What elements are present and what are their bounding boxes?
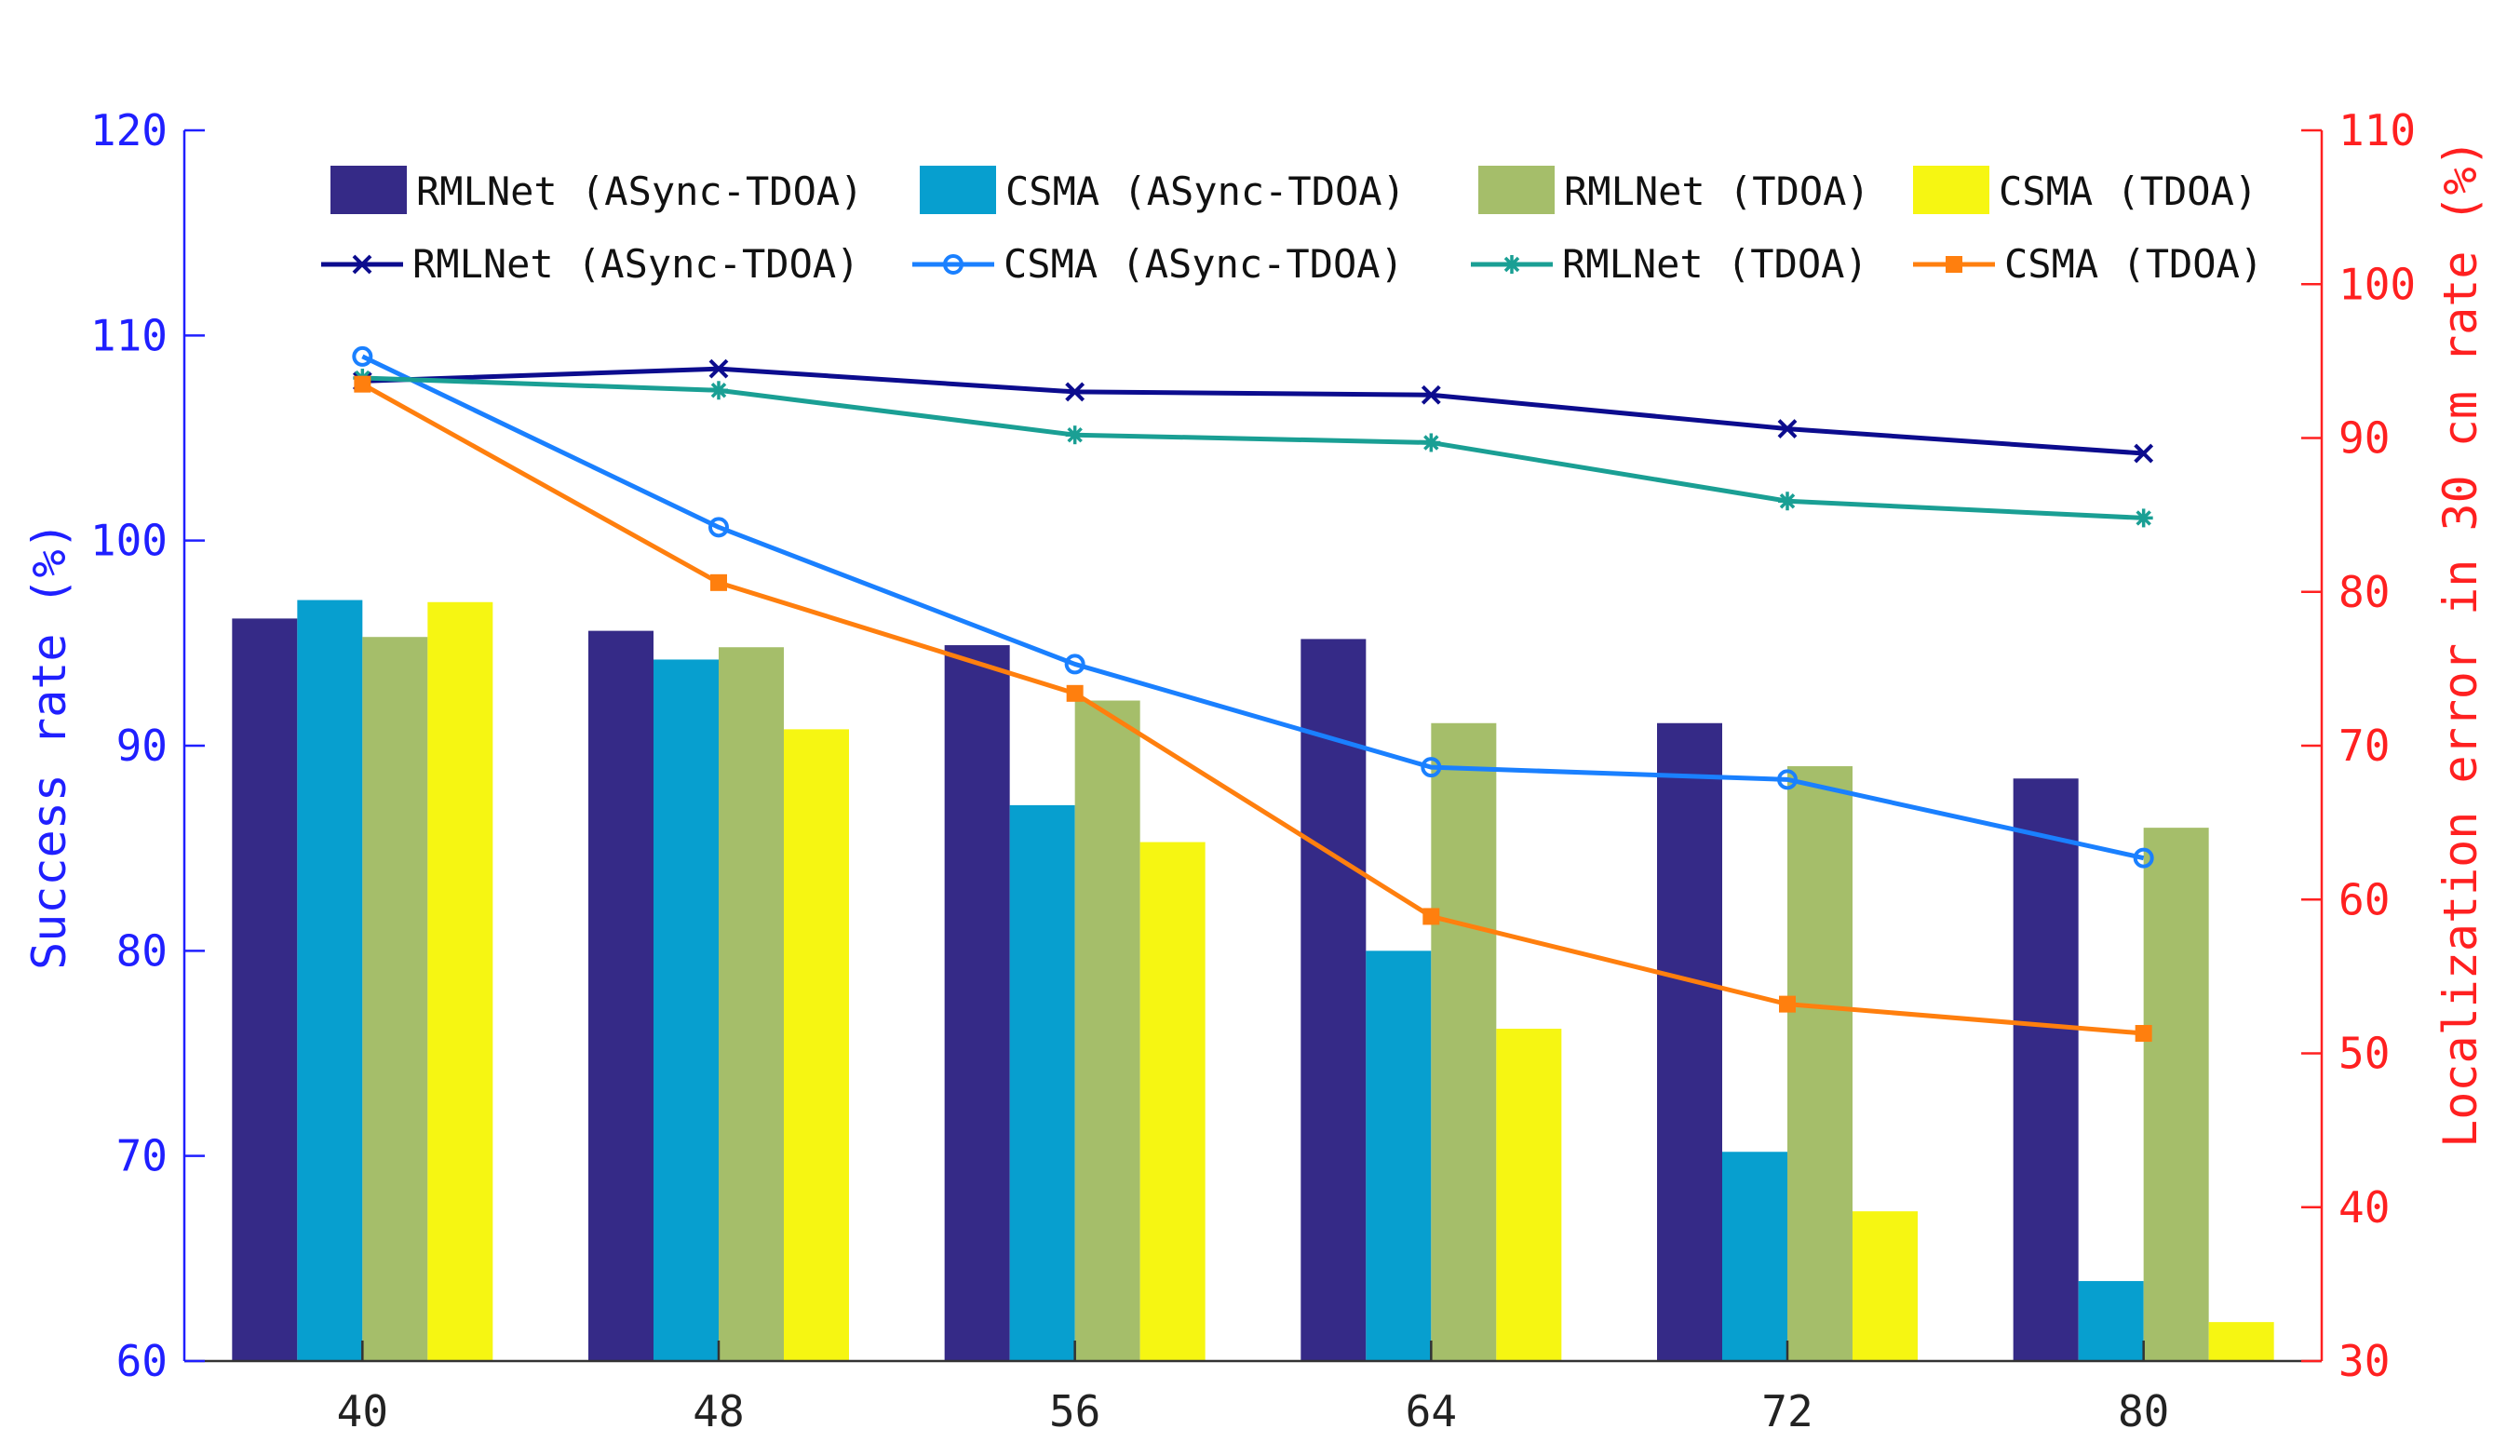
legend-bar-label-1: CSMA (ASync-TDOA) [1005, 169, 1406, 214]
legend: RMLNet (ASync-TDOA) CSMA (ASync-TDOA) RMLN… [321, 166, 2263, 287]
line-point-0-4 [1777, 419, 1798, 438]
line-point-1-1 [708, 517, 729, 538]
x-tick-label-2: 56 [1049, 1386, 1100, 1436]
y-tick-right-label-5: 80 [2338, 567, 2390, 617]
bar-3-1 [784, 729, 849, 1361]
y-tick-left-label-6: 120 [90, 105, 168, 155]
bar-1-2 [1009, 804, 1075, 1361]
y-tick-left-label-4: 100 [90, 516, 168, 566]
bar-2-0 [362, 637, 428, 1361]
y-tick-right-label-7: 100 [2338, 259, 2416, 309]
y-tick-right-label-8: 110 [2338, 105, 2416, 155]
bar-0-0 [232, 618, 298, 1361]
line-point-2-1 [709, 381, 728, 400]
line-series-3 [361, 382, 2144, 1036]
line-point-2-5 [2134, 508, 2153, 528]
legend-bar-label-0: RMLNet (ASync-TDOA) [416, 169, 863, 214]
bar-2-3 [1431, 722, 1497, 1361]
y-tick-right-label-1: 40 [2338, 1182, 2390, 1233]
legend-line-label-1: CSMA (ASync-TDOA) [1004, 241, 1404, 287]
y-tick-right-label-2: 50 [2338, 1029, 2390, 1079]
bar-2-5 [2143, 828, 2209, 1361]
legend-line-label-3: CSMA (TDOA) [2004, 241, 2263, 287]
bar-1-0 [297, 600, 363, 1361]
line-point-0-3 [1421, 384, 1441, 405]
bar-2-4 [1787, 766, 1853, 1361]
line-point-1-2 [1064, 654, 1085, 675]
bars-layer [232, 600, 2274, 1361]
legend-bar-swatch-3 [1913, 166, 1989, 214]
line-point-0-2 [1065, 382, 1085, 402]
legend-bar-label-3: CSMA (TDOA) [1999, 169, 2257, 214]
lines-layer [352, 345, 2154, 1043]
line-point-0-1 [708, 358, 729, 379]
line-series-1 [361, 354, 2145, 861]
y-tick-left-label-3: 90 [116, 721, 168, 771]
x-tick-label-3: 64 [1406, 1386, 1457, 1436]
legend-line-label-0: RMLNet (ASync-TDOA) [412, 241, 859, 287]
y-tick-left-label-2: 80 [116, 925, 168, 976]
legend-line-marker-3 [1946, 256, 1962, 273]
bar-0-3 [1300, 639, 1367, 1361]
bar-3-5 [2208, 1322, 2274, 1361]
y-tick-right-label-4: 70 [2338, 721, 2390, 771]
line-point-2-2 [1065, 425, 1085, 445]
line-point-3-2 [1066, 684, 1084, 702]
bar-0-2 [944, 645, 1010, 1361]
legend-bar-swatch-2 [1478, 166, 1555, 214]
bar-2-2 [1074, 700, 1140, 1361]
bar-1-3 [1366, 950, 1432, 1361]
bar-3-4 [1853, 1211, 1918, 1361]
line-point-0-5 [2134, 443, 2154, 464]
x-tick-label-0: 40 [337, 1386, 388, 1436]
line-point-1-5 [2133, 847, 2154, 869]
y-tick-right-label-0: 30 [2338, 1336, 2390, 1386]
bar-2-1 [719, 647, 784, 1361]
bar-3-2 [1139, 842, 1206, 1361]
line-point-3-5 [2135, 1025, 2152, 1043]
line-point-3-1 [710, 573, 727, 591]
y-tick-left-label-0: 60 [116, 1336, 168, 1386]
legend-line-label-2: RMLNet (TDOA) [1562, 241, 1868, 287]
legend-bar-label-2: RMLNet (TDOA) [1564, 169, 1870, 214]
y-tick-right-label-6: 90 [2338, 413, 2390, 464]
y-axis-title-right: Localization error in 30 cm rate (%) [2433, 139, 2487, 1148]
bar-0-1 [588, 630, 654, 1361]
y-tick-right-label-3: 60 [2338, 874, 2390, 924]
axes-layer: 60 70 80 90 100 110 120 30 40 50 60 70 80 90 100 110 40 4… [90, 105, 2416, 1436]
bar-3-0 [427, 601, 493, 1361]
line-series-2 [362, 375, 2144, 520]
bar-1-1 [654, 659, 719, 1361]
legend-bar-swatch-0 [330, 166, 407, 214]
line-point-1-3 [1421, 757, 1442, 778]
line-point-3-4 [1779, 995, 1796, 1013]
bar-0-5 [2013, 778, 2079, 1361]
y-tick-left-label-1: 70 [116, 1131, 168, 1181]
bar-1-4 [1722, 1152, 1787, 1361]
line-point-2-4 [1778, 492, 1797, 511]
x-tick-label-1: 48 [693, 1386, 744, 1436]
legend-line-marker-1 [943, 254, 964, 275]
legend-line-marker-0 [352, 254, 372, 275]
bar-0-4 [1657, 722, 1722, 1361]
line-point-3-3 [1422, 908, 1440, 925]
x-tick-label-5: 80 [2118, 1386, 2169, 1436]
bar-1-5 [2078, 1281, 2144, 1361]
line-point-3-0 [354, 375, 371, 393]
line-point-1-0 [352, 345, 373, 367]
line-point-1-4 [1777, 769, 1798, 790]
bar-3-3 [1496, 1029, 1562, 1361]
legend-bar-swatch-1 [920, 166, 996, 214]
line-point-2-3 [1422, 433, 1441, 452]
line-series-0 [362, 366, 2144, 456]
legend-line-marker-2 [1503, 255, 1521, 274]
x-tick-label-4: 72 [1761, 1386, 1813, 1436]
y-tick-left-label-5: 110 [90, 310, 168, 360]
y-axis-title-left: Success rate (%) [22, 521, 76, 970]
